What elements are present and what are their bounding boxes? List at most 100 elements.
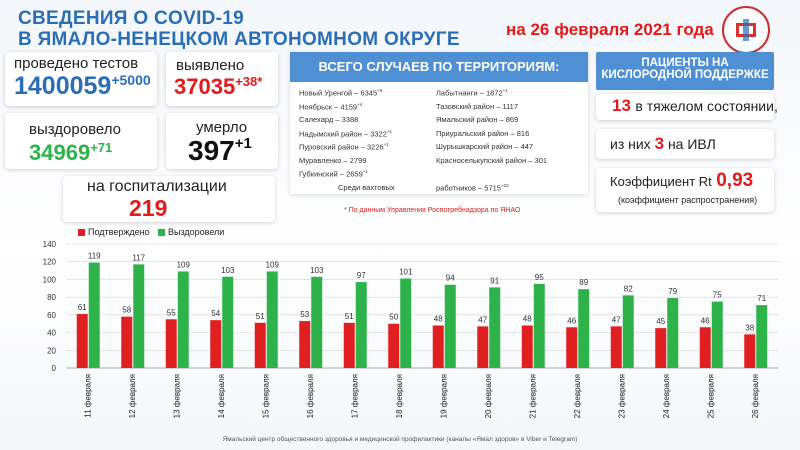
bar-confirmed	[343, 322, 355, 368]
bar-confirmed	[76, 313, 88, 368]
shift-workers-left: Среди вахтовых	[338, 183, 395, 192]
shift-workers-value: 5715	[484, 183, 501, 193]
emblem-logo	[722, 6, 770, 54]
severe-row: 13 в тяжелом состоянии,	[612, 96, 778, 116]
data-label-recovered: 71	[757, 294, 766, 303]
territory-name: Тазовский район	[436, 101, 495, 111]
bar-recovered	[533, 283, 545, 368]
territory-delta: +4	[357, 101, 363, 107]
recovered-value-row: 34969+71	[29, 140, 112, 166]
bar-recovered	[622, 295, 634, 368]
data-label-recovered: 109	[266, 260, 280, 269]
bar-confirmed	[655, 328, 667, 368]
y-axis: 0 20 40 60 80 100 120 140	[43, 240, 57, 373]
territory-delta: +1	[386, 128, 393, 134]
bar-recovered	[133, 264, 145, 368]
territory-name: Муравленко	[299, 155, 342, 165]
ivl-value: 3	[654, 134, 665, 153]
data-label-confirmed: 48	[523, 314, 532, 323]
territory-name: Лабытнанги	[436, 88, 478, 98]
legend-confirmed-label: Подтверждено	[88, 227, 150, 237]
data-label-confirmed: 46	[567, 316, 576, 325]
recovered-label: выздоровело	[29, 121, 121, 138]
x-tick-label: 16 февраля	[306, 374, 315, 418]
data-label-confirmed: 51	[345, 312, 354, 321]
bar-recovered	[711, 301, 723, 368]
tests-value: 1400059	[14, 72, 112, 100]
territory-row: Ноябрьск – 4159+4	[299, 101, 363, 112]
data-label-confirmed: 38	[745, 323, 754, 332]
ivl-row: из них 3 на ИВЛ	[610, 134, 716, 154]
data-label-confirmed: 54	[211, 309, 220, 318]
tests-label: проведено тестов	[14, 55, 139, 72]
territory-value: 6345	[360, 88, 378, 98]
recovered-delta: +71	[90, 140, 113, 155]
shift-workers-right: работников – 5715+22	[436, 183, 509, 193]
data-label-recovered: 109	[177, 260, 191, 269]
died-card: умерло 397+1	[166, 113, 278, 169]
data-label-confirmed: 55	[167, 308, 176, 317]
bar-confirmed	[121, 316, 133, 368]
data-label-recovered: 94	[446, 274, 455, 283]
data-label-confirmed: 47	[612, 315, 621, 324]
x-tick-label: 21 февраля	[528, 374, 537, 418]
y-tick-label: 60	[47, 311, 56, 320]
territory-name: Салехард	[299, 115, 334, 124]
tests-delta: +5000	[111, 72, 151, 88]
territory-name: Красноселькупский район	[436, 155, 527, 165]
data-label-recovered: 89	[579, 278, 588, 287]
died-value: 397	[188, 135, 235, 166]
territories-footnote: * По данным Управления Роспотребнадзора …	[344, 207, 521, 214]
data-label-confirmed: 47	[478, 315, 487, 324]
data-label-recovered: 103	[221, 266, 235, 275]
data-label-recovered: 75	[713, 291, 722, 300]
bar-confirmed	[254, 322, 266, 368]
tests-value-row: 1400059+5000	[14, 72, 151, 101]
severe-card: 13 в тяжелом состоянии,	[596, 94, 778, 120]
territory-delta: +1	[502, 88, 508, 93]
bar-recovered	[578, 289, 590, 368]
data-label-confirmed: 53	[300, 310, 309, 319]
data-label-recovered: 101	[399, 268, 413, 277]
territories-header: ВСЕГО СЛУЧАЕВ ПО ТЕРРИТОРИЯМ:	[290, 52, 588, 82]
oxygen-header-line2: КИСЛОРОДНОЙ ПОДДЕРЖКЕ	[601, 69, 769, 81]
detected-card: выявлено 37035+38*	[166, 52, 278, 106]
y-tick-label: 140	[43, 240, 57, 249]
legend-recovered-label: Выздоровели	[168, 227, 225, 237]
territory-value: 301	[534, 155, 548, 165]
territory-row: Салехард – 3388	[299, 115, 359, 124]
territory-row: Надымский район – 3322+1	[299, 128, 393, 139]
territory-name: Ямальский район	[436, 115, 498, 124]
y-tick-label: 0	[52, 364, 57, 373]
territory-delta: +1	[362, 169, 368, 174]
x-tick-label: 17 февраля	[350, 374, 359, 418]
bar-recovered	[355, 282, 367, 368]
shift-workers-label: работников	[436, 183, 476, 193]
title-line-2: В ЯМАЛО-НЕНЕЦКОМ АВТОНОМНОМ ОКРУГЕ	[18, 29, 460, 50]
territory-row: Лабытнанги – 1872+1	[436, 88, 508, 98]
territory-name: Пуровский район	[299, 142, 359, 152]
territories-header-text: ВСЕГО СЛУЧАЕВ ПО ТЕРРИТОРИЯМ:	[318, 59, 560, 74]
died-label: умерло	[196, 119, 248, 136]
bar-confirmed	[477, 326, 489, 368]
territory-delta: +6	[377, 88, 383, 93]
territory-value: 3388	[341, 115, 359, 124]
bar-confirmed	[699, 327, 711, 368]
legend-recovered-swatch	[158, 229, 165, 236]
data-label-recovered: 82	[624, 284, 633, 293]
ivl-card: из них 3 на ИВЛ	[596, 129, 774, 159]
bar-confirmed	[566, 327, 578, 368]
data-label-confirmed: 61	[78, 303, 87, 312]
rt-row: Коэффициент Rt 0,93	[610, 170, 753, 192]
chart-bars: 61 119 58 117 55 109 54 103 51 109 53 103 51 97 50 101 4…	[76, 252, 768, 368]
bar-recovered	[311, 276, 323, 368]
data-label-recovered: 119	[88, 252, 101, 261]
territory-value: 2799	[349, 155, 367, 165]
territory-row: Новый Уренгой – 6345+6	[299, 88, 383, 98]
territory-row: Приуральский район – 816	[436, 128, 530, 138]
x-tick-label: 25 февраля	[706, 374, 715, 418]
territory-value: 447	[520, 142, 534, 151]
oxygen-header: ПАЦИЕНТЫ НА КИСЛОРОДНОЙ ПОДДЕРЖКЕ	[596, 52, 774, 90]
bar-confirmed	[165, 319, 177, 368]
severe-text: в тяжелом состоянии,	[635, 98, 778, 114]
